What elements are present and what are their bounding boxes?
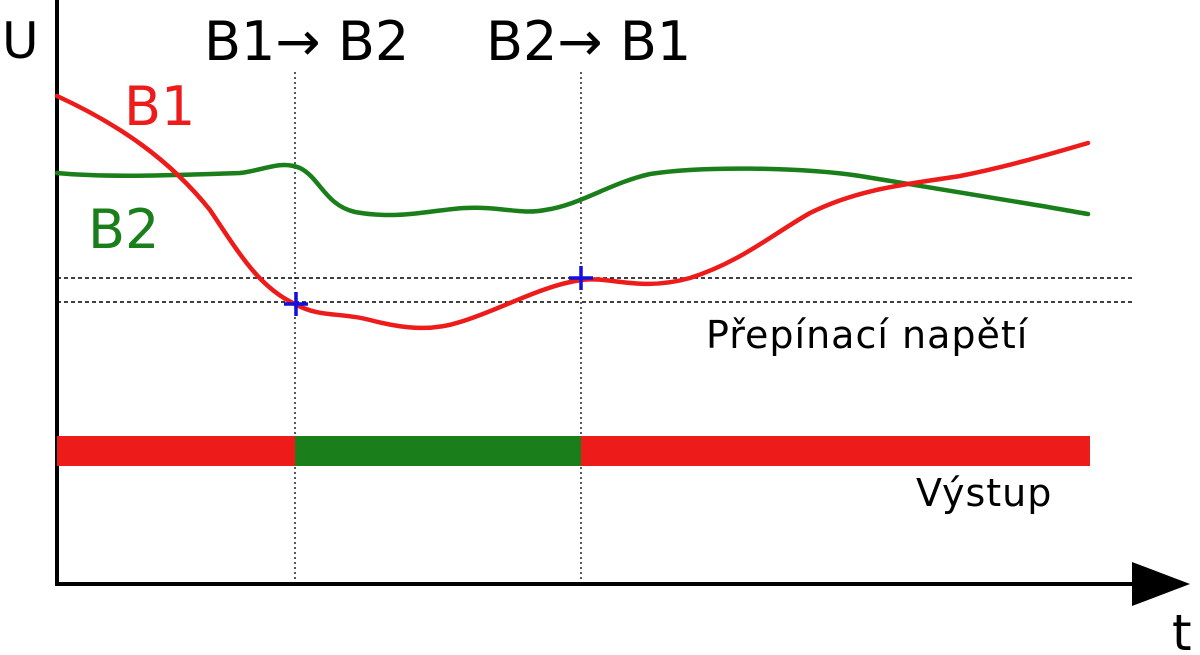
output-bar-segment-2	[295, 436, 581, 466]
switch-point-marker-1	[284, 292, 308, 316]
b1-curve	[54, 93, 1091, 331]
threshold-label: Přepínací napětí	[706, 313, 1029, 357]
output-label: Výstup	[916, 471, 1052, 515]
b2-curve-label: B2	[88, 198, 159, 261]
x-axis-arrowhead	[1132, 562, 1190, 606]
output-bar-segment-1	[57, 436, 295, 466]
switch-point-marker-2	[569, 266, 593, 290]
transition-label-b1-b2: B1→ B2	[204, 10, 409, 73]
b1-curve-label: B1	[124, 75, 195, 138]
y-axis-label: U	[2, 12, 39, 70]
x-axis-label: t	[1172, 604, 1192, 655]
transition-label-b2-b1: B2→ B1	[486, 10, 691, 73]
output-bar-segment-3	[581, 436, 1090, 466]
b2-curve	[54, 162, 1091, 218]
